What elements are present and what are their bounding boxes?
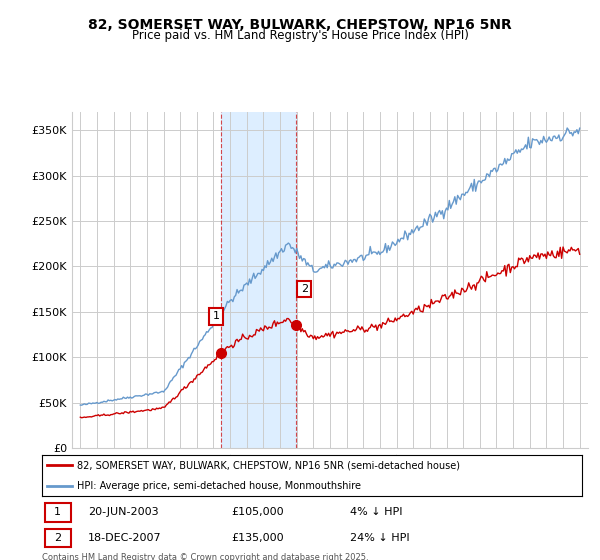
Text: 1: 1 bbox=[213, 311, 220, 321]
Text: 4% ↓ HPI: 4% ↓ HPI bbox=[350, 507, 402, 517]
Text: 18-DEC-2007: 18-DEC-2007 bbox=[88, 533, 161, 543]
Text: £135,000: £135,000 bbox=[231, 533, 284, 543]
Text: 82, SOMERSET WAY, BULWARK, CHEPSTOW, NP16 5NR: 82, SOMERSET WAY, BULWARK, CHEPSTOW, NP1… bbox=[88, 18, 512, 32]
Bar bbox=[221, 112, 296, 448]
Text: Contains HM Land Registry data © Crown copyright and database right 2025.
This d: Contains HM Land Registry data © Crown c… bbox=[42, 553, 368, 560]
Text: 20-JUN-2003: 20-JUN-2003 bbox=[88, 507, 158, 517]
Text: £105,000: £105,000 bbox=[231, 507, 284, 517]
Text: 2: 2 bbox=[301, 284, 308, 294]
Text: 82, SOMERSET WAY, BULWARK, CHEPSTOW, NP16 5NR (semi-detached house): 82, SOMERSET WAY, BULWARK, CHEPSTOW, NP1… bbox=[77, 460, 460, 470]
FancyBboxPatch shape bbox=[45, 529, 71, 548]
Text: HPI: Average price, semi-detached house, Monmouthshire: HPI: Average price, semi-detached house,… bbox=[77, 480, 361, 491]
Text: 1: 1 bbox=[54, 507, 61, 517]
Text: 2: 2 bbox=[54, 533, 61, 543]
FancyBboxPatch shape bbox=[45, 503, 71, 522]
Text: Price paid vs. HM Land Registry's House Price Index (HPI): Price paid vs. HM Land Registry's House … bbox=[131, 29, 469, 42]
Text: 24% ↓ HPI: 24% ↓ HPI bbox=[350, 533, 409, 543]
